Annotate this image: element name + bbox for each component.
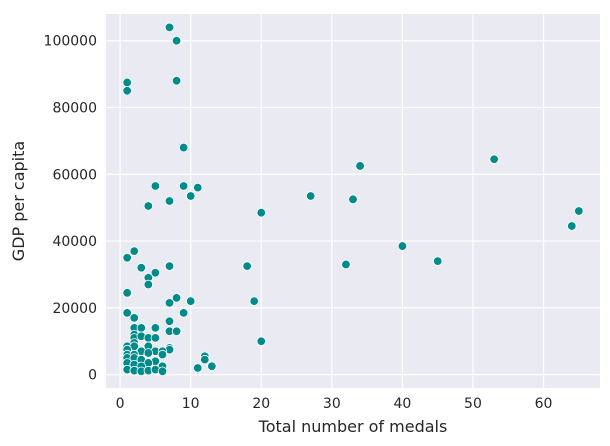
data-point — [164, 316, 175, 326]
data-point — [122, 86, 132, 96]
y-axis-label: GDP per capita — [9, 141, 28, 261]
x-tick-label: 10 — [182, 396, 200, 412]
data-point — [256, 336, 266, 346]
data-point — [193, 182, 203, 193]
x-tick-labels: 0 10 20 30 40 50 60 — [116, 396, 553, 412]
data-point — [171, 76, 182, 86]
data-point — [193, 363, 203, 373]
data-point — [157, 366, 168, 377]
data-point — [574, 206, 584, 216]
x-tick-label: 20 — [252, 396, 270, 412]
y-tick-label: 60000 — [52, 167, 97, 183]
data-point — [129, 313, 139, 323]
data-point — [397, 241, 408, 251]
data-point — [164, 298, 175, 308]
data-point — [122, 308, 132, 318]
data-point — [150, 181, 161, 191]
data-point — [171, 293, 182, 303]
data-point — [143, 348, 154, 358]
data-point — [122, 253, 132, 263]
data-point — [164, 196, 175, 206]
y-tick-labels: 0 20000 40000 60000 80000 100000 — [44, 34, 97, 384]
data-point — [143, 279, 154, 290]
data-point — [207, 361, 217, 371]
data-point — [129, 246, 139, 256]
data-point — [567, 221, 577, 231]
x-axis-label: Total number of medals — [258, 417, 448, 436]
x-tick-label: 30 — [323, 396, 341, 412]
y-tick-label: 40000 — [52, 234, 97, 250]
data-point — [164, 261, 175, 271]
y-tick-label: 20000 — [52, 301, 97, 317]
data-point — [122, 77, 132, 88]
data-point — [432, 256, 443, 266]
data-point — [150, 323, 161, 333]
data-point — [200, 354, 210, 365]
data-point — [171, 36, 182, 46]
data-point — [150, 333, 161, 343]
y-tick-label: 0 — [88, 368, 97, 384]
data-point — [256, 207, 266, 218]
data-point — [305, 191, 316, 201]
y-tick-label: 80000 — [52, 101, 97, 117]
grid-lines — [106, 14, 600, 388]
data-point — [136, 323, 146, 333]
data-point — [489, 154, 499, 164]
data-point — [150, 268, 161, 278]
data-point — [178, 142, 189, 153]
x-tick-label: 50 — [464, 396, 482, 412]
data-point — [178, 308, 189, 318]
data-point — [242, 261, 252, 271]
data-point — [355, 161, 365, 171]
data-point — [157, 349, 168, 360]
data-point — [143, 201, 154, 211]
x-tick-label: 60 — [535, 396, 553, 412]
x-tick-label: 40 — [393, 396, 411, 412]
data-point — [249, 296, 259, 306]
data-point — [122, 288, 132, 298]
data-point — [348, 194, 358, 205]
data-point — [185, 296, 196, 306]
data-point — [171, 326, 182, 336]
y-tick-label: 100000 — [44, 34, 97, 50]
data-points — [122, 22, 584, 377]
data-point — [341, 259, 351, 270]
data-point — [185, 191, 196, 201]
data-point — [164, 22, 175, 33]
data-point — [178, 181, 189, 191]
x-tick-label: 0 — [116, 396, 125, 412]
data-point — [136, 263, 146, 273]
